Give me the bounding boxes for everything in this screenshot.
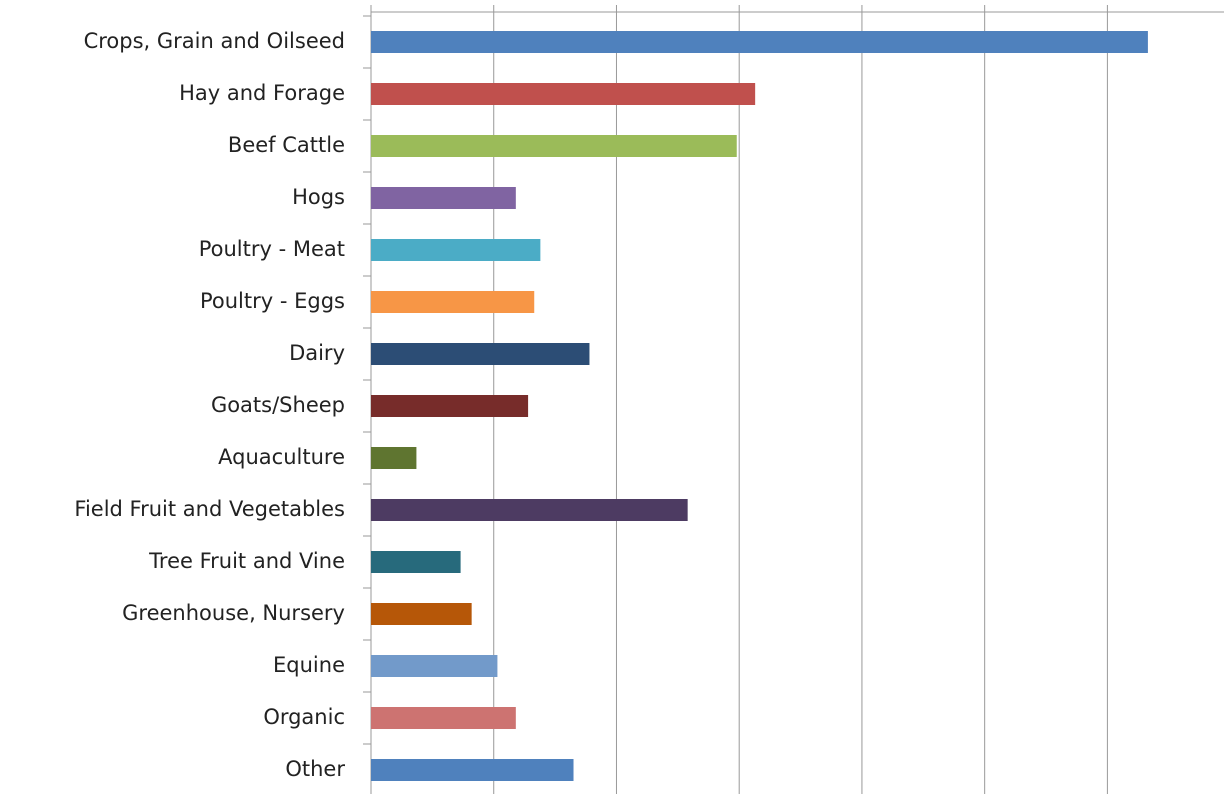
y-tick-label: Beef Cattle xyxy=(228,133,345,157)
bar xyxy=(371,187,516,209)
bar xyxy=(371,499,688,521)
bar xyxy=(371,291,535,313)
y-tick-label: Aquaculture xyxy=(218,445,345,469)
y-tick-label: Tree Fruit and Vine xyxy=(148,549,345,573)
y-tick-label: Organic xyxy=(263,705,345,729)
bar xyxy=(371,759,574,781)
bar xyxy=(371,135,737,157)
y-tick-label: Poultry - Meat xyxy=(199,237,345,261)
bar xyxy=(371,707,516,729)
bar xyxy=(371,551,461,573)
bar xyxy=(371,395,529,417)
y-tick-label: Dairy xyxy=(289,341,345,365)
bar xyxy=(371,655,498,677)
y-tick-label: Other xyxy=(285,757,345,781)
bar xyxy=(371,239,541,261)
y-tick-label: Greenhouse, Nursery xyxy=(122,601,345,625)
bar xyxy=(371,447,417,469)
bar xyxy=(371,31,1148,53)
y-tick-label: Hay and Forage xyxy=(179,81,345,105)
bar xyxy=(371,83,756,105)
y-tick-label: Goats/Sheep xyxy=(211,393,345,417)
y-tick-label: Crops, Grain and Oilseed xyxy=(84,29,345,53)
y-tick-label: Field Fruit and Vegetables xyxy=(74,497,345,521)
y-tick-label: Equine xyxy=(273,653,345,677)
bar xyxy=(371,343,590,365)
y-tick-label: Poultry - Eggs xyxy=(200,289,345,313)
y-tick-label: Hogs xyxy=(292,185,345,209)
bar xyxy=(371,603,472,625)
